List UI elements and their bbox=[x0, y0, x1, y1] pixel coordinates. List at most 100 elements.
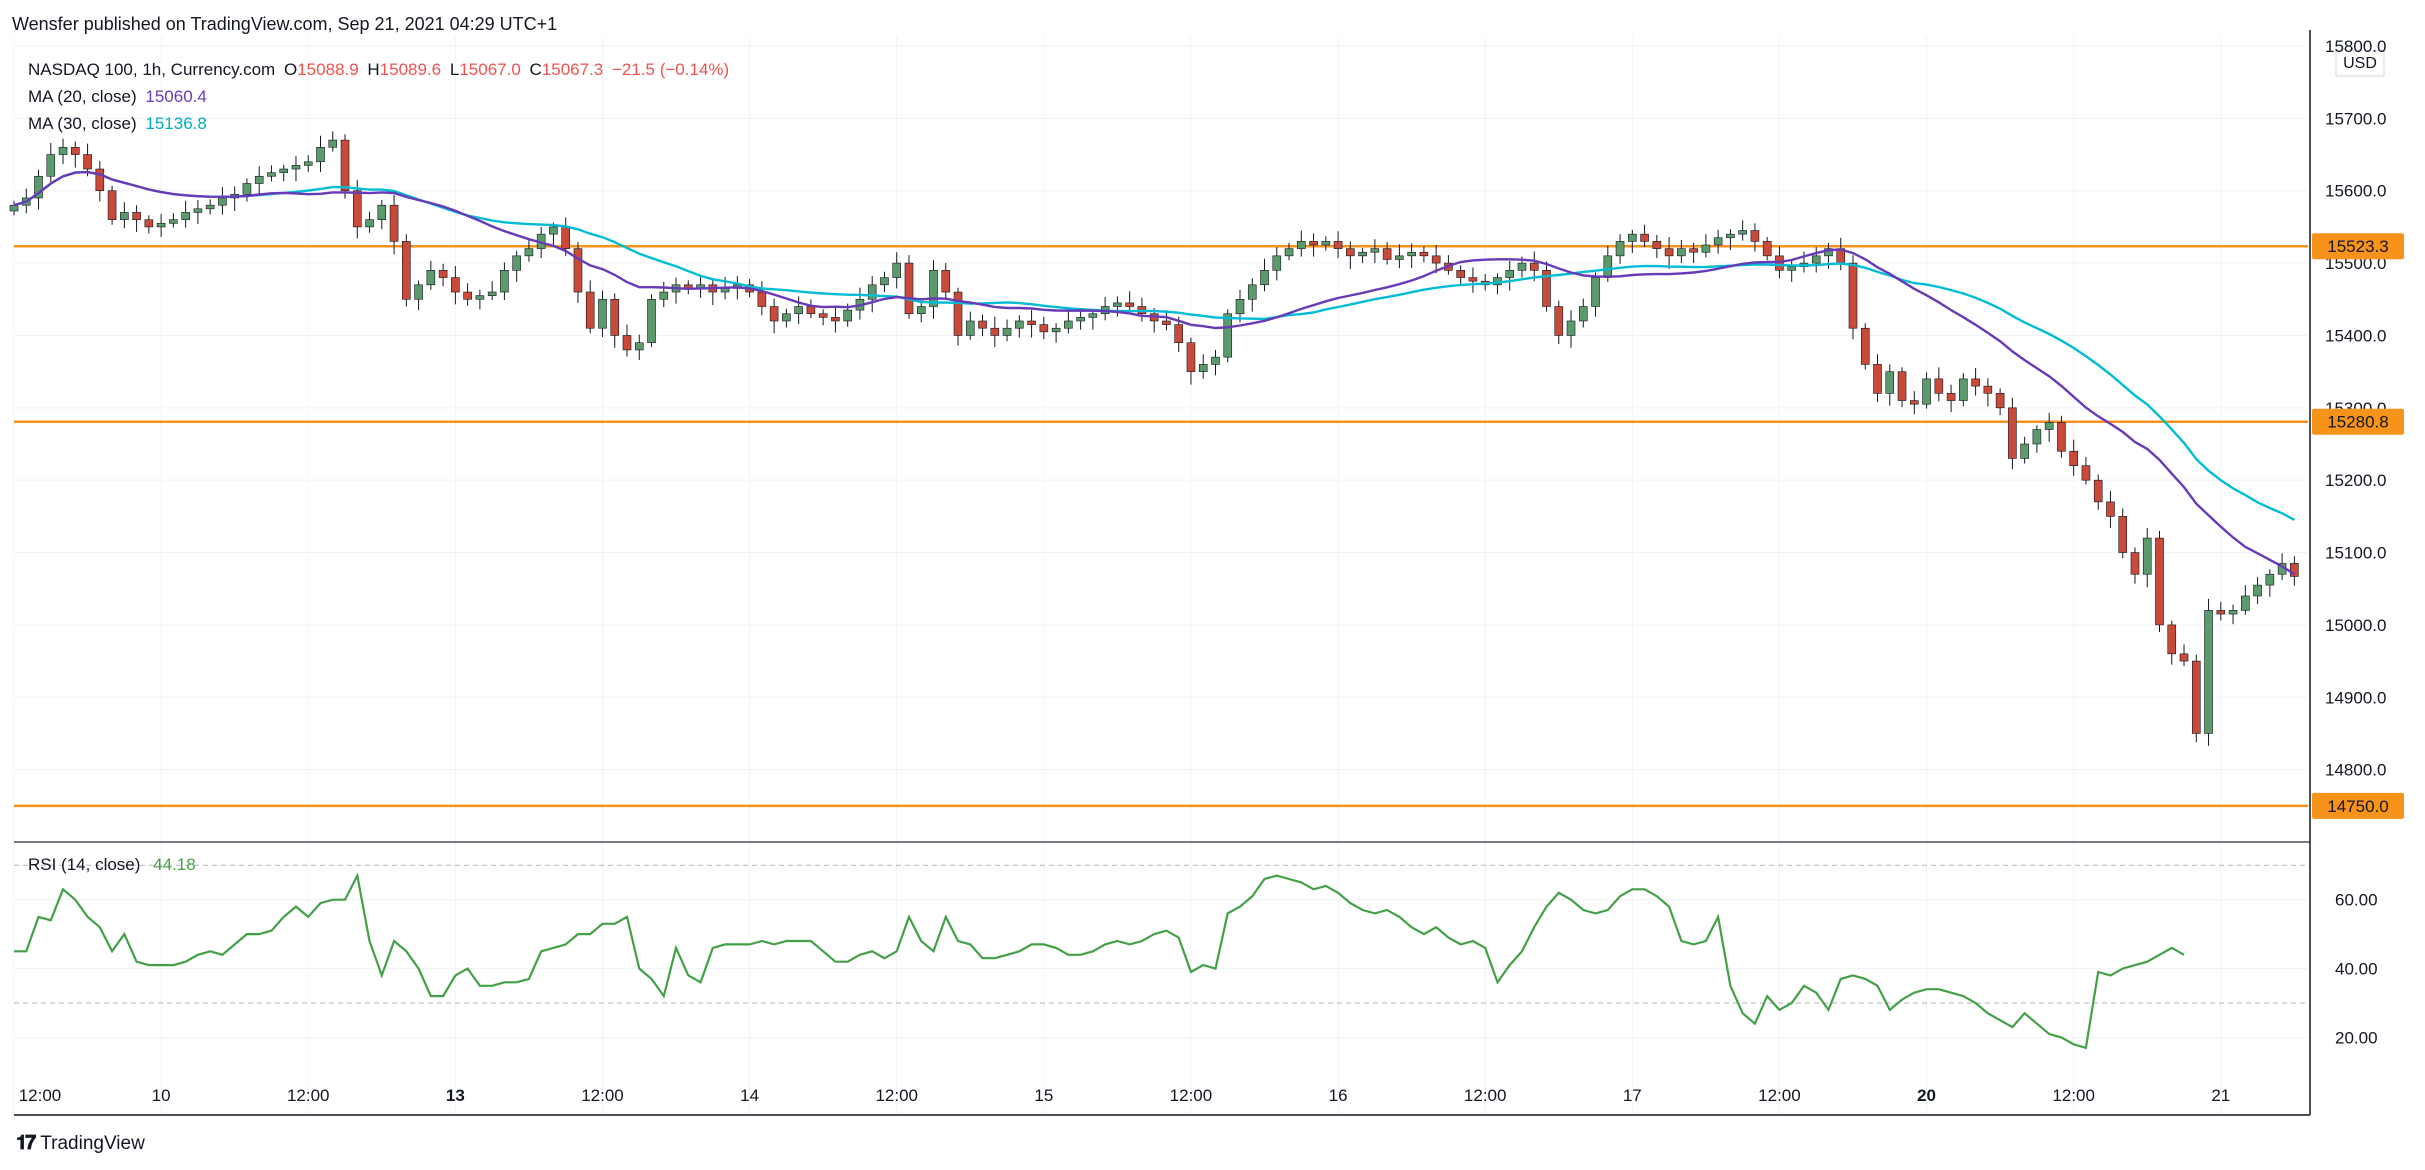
ma30-value: 15136.8 bbox=[145, 114, 207, 133]
candle-body bbox=[71, 147, 80, 155]
candle-body bbox=[352, 190, 362, 228]
rsi-line bbox=[14, 872, 2185, 1050]
candle-body bbox=[132, 212, 141, 220]
candle-body bbox=[2155, 537, 2164, 626]
candle-body bbox=[880, 277, 889, 286]
candle-body bbox=[524, 248, 534, 257]
time-tick-label: 12:00 bbox=[1170, 1086, 1213, 1105]
level-tag bbox=[2312, 408, 2404, 435]
time-tick-label: 17 bbox=[1623, 1086, 1642, 1105]
candle-body bbox=[1284, 248, 1294, 257]
candle-body bbox=[1223, 313, 1233, 358]
candle-body bbox=[1260, 270, 1269, 286]
candle-body bbox=[2118, 516, 2128, 553]
rsi-label: RSI (14, close) bbox=[28, 855, 141, 874]
candle-body bbox=[1346, 248, 1355, 257]
candle-body bbox=[2253, 584, 2262, 597]
candle-body bbox=[144, 219, 154, 228]
candle-body bbox=[389, 204, 399, 242]
candle-body bbox=[34, 175, 43, 199]
candle-body bbox=[1934, 378, 1944, 394]
candle-body bbox=[1027, 320, 1036, 325]
candle-body bbox=[1701, 244, 1711, 253]
candle-body bbox=[1615, 241, 1625, 257]
rsi-legend: RSI (14, close) 44.18 bbox=[28, 855, 196, 875]
time-tick-label: 10 bbox=[152, 1086, 171, 1105]
candle-body bbox=[892, 262, 902, 278]
candle-body bbox=[598, 298, 607, 329]
candle-body bbox=[1628, 233, 1637, 242]
candle-body bbox=[634, 342, 644, 351]
ohlc-row: NASDAQ 100, 1h, Currency.com O15088.9 H1… bbox=[28, 56, 733, 83]
candle-body bbox=[1566, 320, 1576, 336]
candle-body bbox=[500, 270, 509, 293]
currency-badge bbox=[2335, 49, 2385, 77]
candle-body bbox=[1297, 241, 1306, 249]
candle-body bbox=[2142, 537, 2152, 575]
candle-body bbox=[1640, 233, 1649, 242]
ma20-line bbox=[13, 170, 2296, 576]
candle-body bbox=[2130, 552, 2140, 575]
candle-body bbox=[254, 175, 264, 184]
low-label: L bbox=[449, 60, 460, 79]
rsi-tick-label: 40.00 bbox=[2335, 960, 2378, 979]
close-label: C bbox=[529, 60, 542, 79]
candle-body bbox=[831, 317, 840, 322]
candle-body bbox=[475, 295, 485, 300]
rsi-grid bbox=[14, 899, 2308, 1038]
candle-body bbox=[585, 291, 595, 329]
candle-body bbox=[941, 270, 951, 293]
level-price-tags: 15523.3 15280.8 14750.0 bbox=[2312, 233, 2404, 819]
time-tick-label: 20 bbox=[1917, 1086, 1936, 1105]
time-tick-label: 21 bbox=[2211, 1086, 2230, 1105]
candle-body bbox=[463, 291, 472, 300]
candle-body bbox=[769, 306, 779, 322]
candle-body bbox=[2265, 573, 2275, 586]
candle-body bbox=[904, 262, 914, 315]
ma30-row: MA (30, close) 15136.8 bbox=[28, 110, 733, 137]
footer-brand[interactable]: 𝟏𝟕 TradingView bbox=[16, 1132, 145, 1155]
candle-body bbox=[1198, 364, 1208, 372]
candle-body bbox=[1529, 262, 1539, 271]
candle-body bbox=[794, 306, 803, 315]
candle-body bbox=[1088, 313, 1098, 318]
candle-body bbox=[1309, 241, 1318, 246]
candle-body bbox=[2204, 610, 2213, 734]
candle-body bbox=[1333, 241, 1343, 249]
candle-body bbox=[1677, 248, 1686, 257]
candle-body bbox=[929, 270, 938, 307]
price-tick-label: 15400.0 bbox=[2325, 326, 2386, 345]
candle-body bbox=[1211, 356, 1220, 365]
time-tick-label: 14 bbox=[740, 1086, 759, 1105]
currency-label: USD bbox=[2343, 55, 2377, 72]
candle-body bbox=[512, 255, 521, 271]
ma20-row: MA (20, close) 15060.4 bbox=[28, 83, 733, 110]
candle-body bbox=[1015, 320, 1024, 329]
candle-body bbox=[1113, 302, 1122, 307]
rsi-tick-label: 60.00 bbox=[2335, 891, 2378, 910]
candle-body bbox=[340, 139, 350, 192]
level-tag-label: 15523.3 bbox=[2327, 237, 2388, 256]
candle-body bbox=[83, 154, 92, 170]
candle-body bbox=[1983, 385, 1993, 394]
price-tick-label: 15100.0 bbox=[2325, 544, 2386, 563]
candle-body bbox=[2191, 660, 2201, 734]
axes bbox=[14, 30, 2385, 1116]
time-tick-label: 12:00 bbox=[1464, 1086, 1507, 1105]
candle-body bbox=[1431, 255, 1441, 264]
time-tick-label: 12:00 bbox=[581, 1086, 624, 1105]
time-tick-label: 13 bbox=[446, 1086, 465, 1105]
candle-body bbox=[916, 306, 926, 315]
candle-body bbox=[95, 168, 105, 192]
candle-body bbox=[205, 204, 215, 210]
candle-body bbox=[1995, 393, 2005, 409]
candle-body bbox=[1910, 400, 1919, 405]
candle-body bbox=[2228, 610, 2238, 615]
candle-body bbox=[1603, 255, 1613, 278]
rsi-value: 44.18 bbox=[153, 855, 196, 874]
candle-body bbox=[1885, 371, 1895, 394]
time-tick-label: 15 bbox=[1034, 1086, 1053, 1105]
open-label: O bbox=[283, 60, 298, 79]
candle-body bbox=[2093, 479, 2103, 503]
